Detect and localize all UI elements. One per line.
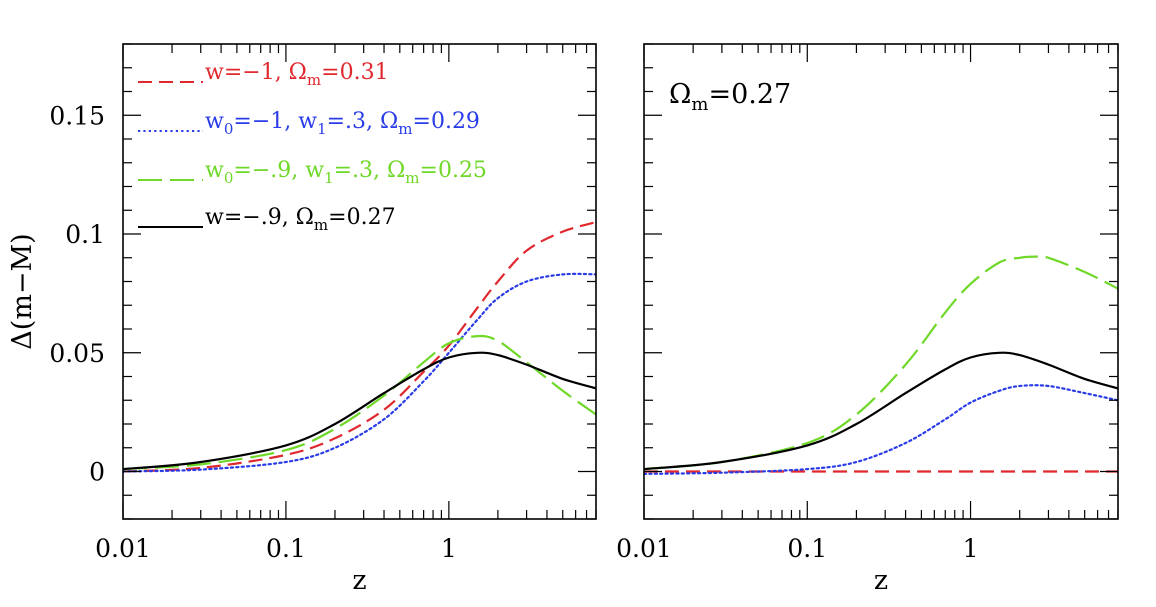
x-tick-label: 0.1 [787,534,827,563]
series-group [123,221,596,473]
left-panel: 0.01 0.1 1 0 0.05 0.1 0.15 z Δ(m−M) w=−1, Ωm=0.31… [7,43,597,596]
x-tick-label: 0.01 [616,534,672,563]
series-line-3 [123,334,596,471]
series-line-4 [123,351,596,471]
legend-label: w=−1, Ωm=0.31 [205,60,389,89]
right-panel: 0.01 0.1 1 z Ωm=0.27 [616,43,1119,596]
legend-label: w0=−.9, w1=.3, Ωm=0.25 [205,158,487,187]
x-axis-title: z [874,565,888,596]
series-line-2 [644,384,1118,475]
series-line-1 [123,221,596,473]
x-tick-label: 1 [963,534,979,563]
series-line-3 [644,255,1118,471]
y-tick-label: 0.1 [65,220,105,249]
series-line-2 [123,272,596,473]
panel-annotation: Ωm=0.27 [669,79,791,115]
series-group [644,255,1118,475]
x-tick-label: 0.01 [95,534,151,563]
plot-frame [643,43,1119,520]
legend-label: w0=−1, w1=.3, Ωm=0.29 [205,109,480,138]
x-tick-label: 0.1 [266,534,306,563]
tick-marks [122,43,597,520]
y-tick-label: 0.05 [49,339,105,368]
legend-label: w=−.9, Ωm=0.27 [205,205,396,234]
x-axis-title: z [352,565,366,596]
legend: w=−1, Ωm=0.31 w0=−1, w1=.3, Ωm=0.29 w0=−.9… [138,60,487,234]
series-line-4 [644,351,1118,471]
y-tick-label: 0.15 [49,101,105,130]
tick-marks [643,43,1119,520]
y-tick-label: 0 [89,458,105,487]
y-axis-title: Δ(m−M) [7,233,38,349]
x-tick-label: 1 [441,534,457,563]
